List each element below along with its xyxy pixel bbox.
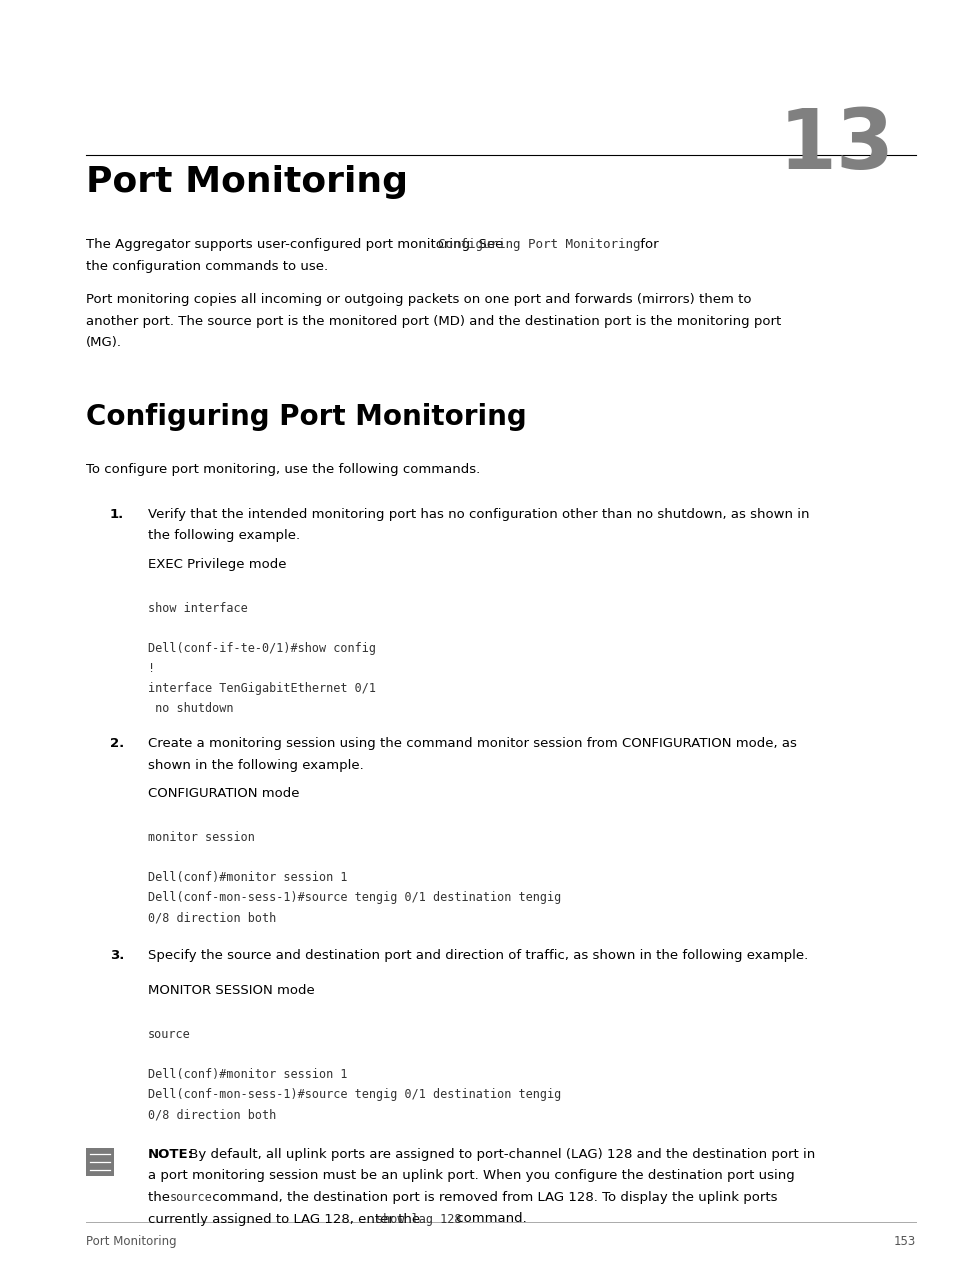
- Text: To configure port monitoring, use the following commands.: To configure port monitoring, use the fo…: [86, 463, 479, 476]
- Text: By default, all uplink ports are assigned to port-channel (LAG) 128 and the dest: By default, all uplink ports are assigne…: [185, 1148, 814, 1161]
- Text: The Aggregator supports user-configured port monitoring. See: The Aggregator supports user-configured …: [86, 238, 507, 251]
- Text: Create a monitoring session using the command monitor session from CONFIGURATION: Create a monitoring session using the co…: [148, 737, 796, 749]
- Text: NOTE:: NOTE:: [148, 1148, 193, 1161]
- Text: 0/8 direction both: 0/8 direction both: [148, 1108, 275, 1121]
- Text: shown in the following example.: shown in the following example.: [148, 758, 363, 771]
- Text: Port Monitoring: Port Monitoring: [86, 165, 408, 199]
- Text: 1.: 1.: [110, 508, 124, 521]
- Text: EXEC Privilege mode: EXEC Privilege mode: [148, 558, 286, 571]
- Text: !: !: [148, 662, 154, 675]
- Text: the configuration commands to use.: the configuration commands to use.: [86, 260, 328, 273]
- Text: 2.: 2.: [110, 737, 124, 749]
- Text: Dell(conf)#monitor session 1: Dell(conf)#monitor session 1: [148, 1068, 347, 1082]
- FancyBboxPatch shape: [86, 1148, 113, 1175]
- Text: 13: 13: [779, 105, 894, 186]
- Text: Configuring Port Monitoring: Configuring Port Monitoring: [437, 238, 639, 251]
- Text: Port monitoring copies all incoming or outgoing packets on one port and forwards: Port monitoring copies all incoming or o…: [86, 293, 751, 306]
- Text: Configuring Port Monitoring: Configuring Port Monitoring: [86, 403, 526, 431]
- Text: the: the: [148, 1191, 174, 1205]
- Text: Dell(conf)#monitor session 1: Dell(conf)#monitor session 1: [148, 871, 347, 884]
- Text: Verify that the intended monitoring port has no configuration other than no shut: Verify that the intended monitoring port…: [148, 508, 808, 521]
- Text: Specify the source and destination port and direction of traffic, as shown in th: Specify the source and destination port …: [148, 948, 807, 962]
- Text: MONITOR SESSION mode: MONITOR SESSION mode: [148, 984, 314, 997]
- Text: show lag 128: show lag 128: [375, 1212, 461, 1225]
- Text: another port. The source port is the monitored port (MD) and the destination por: another port. The source port is the mon…: [86, 314, 781, 327]
- Text: interface TenGigabitEthernet 0/1: interface TenGigabitEthernet 0/1: [148, 682, 375, 695]
- Text: 0/8 direction both: 0/8 direction both: [148, 910, 275, 924]
- Text: a port monitoring session must be an uplink port. When you configure the destina: a port monitoring session must be an upl…: [148, 1169, 794, 1183]
- Text: (MG).: (MG).: [86, 336, 122, 349]
- Text: source: source: [148, 1028, 191, 1041]
- Text: 153: 153: [893, 1235, 915, 1248]
- Text: no shutdown: no shutdown: [148, 702, 233, 715]
- Text: monitor session: monitor session: [148, 831, 254, 844]
- Text: Dell(conf-mon-sess-1)#source tengig 0/1 destination tengig: Dell(conf-mon-sess-1)#source tengig 0/1 …: [148, 1088, 560, 1101]
- Text: the following example.: the following example.: [148, 530, 299, 543]
- Text: command, the destination port is removed from LAG 128. To display the uplink por: command, the destination port is removed…: [208, 1191, 777, 1205]
- Text: CONFIGURATION mode: CONFIGURATION mode: [148, 787, 299, 800]
- Text: for: for: [636, 238, 658, 251]
- Text: Port Monitoring: Port Monitoring: [86, 1235, 176, 1248]
- Text: Dell(conf-mon-sess-1)#source tengig 0/1 destination tengig: Dell(conf-mon-sess-1)#source tengig 0/1 …: [148, 891, 560, 904]
- Text: Dell(conf-if-te-0/1)#show config: Dell(conf-if-te-0/1)#show config: [148, 642, 375, 656]
- Text: show interface: show interface: [148, 602, 248, 615]
- Text: currently assigned to LAG 128, enter the: currently assigned to LAG 128, enter the: [148, 1212, 424, 1225]
- Text: source: source: [170, 1191, 213, 1205]
- Text: 3.: 3.: [110, 948, 124, 962]
- Text: command.: command.: [452, 1212, 526, 1225]
